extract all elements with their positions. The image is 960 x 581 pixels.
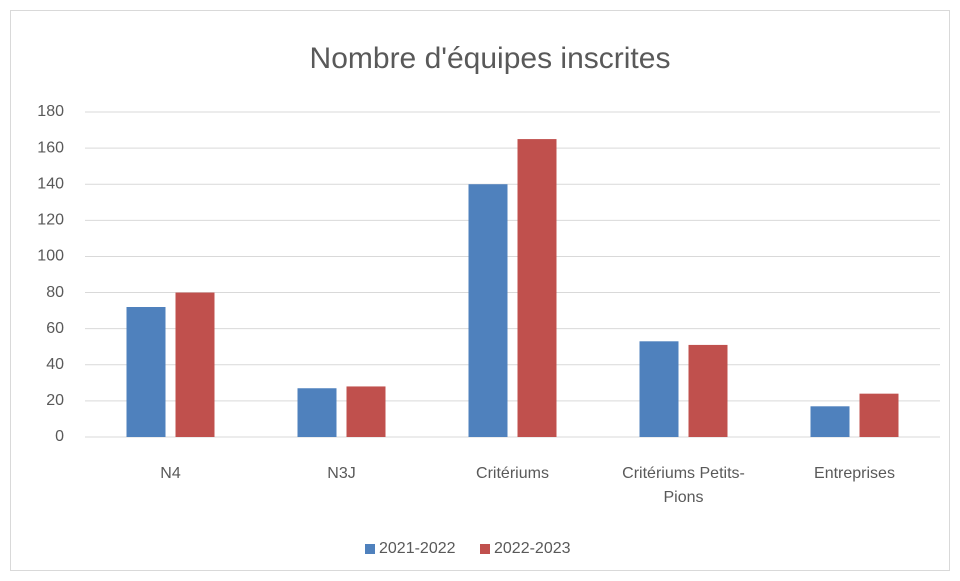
bar bbox=[346, 386, 386, 437]
y-tick-label: 60 bbox=[46, 320, 64, 337]
y-tick-label: 80 bbox=[46, 284, 64, 301]
legend-label: 2022-2023 bbox=[494, 540, 571, 557]
y-tick-label: 100 bbox=[37, 248, 64, 265]
y-tick-label: 40 bbox=[46, 356, 64, 373]
bar bbox=[175, 292, 215, 437]
x-tick-label: N3J bbox=[327, 465, 356, 482]
y-tick-label: 140 bbox=[37, 175, 64, 192]
legend-swatch bbox=[480, 544, 490, 554]
y-tick-label: 0 bbox=[55, 428, 64, 445]
bar bbox=[126, 307, 166, 437]
bar bbox=[810, 406, 850, 437]
y-tick-label: 120 bbox=[37, 212, 64, 229]
y-tick-label: 20 bbox=[46, 392, 64, 409]
bar bbox=[297, 388, 337, 437]
y-tick-label: 180 bbox=[37, 103, 64, 120]
bar bbox=[639, 341, 679, 437]
x-tick-label: N4 bbox=[160, 465, 181, 482]
bar bbox=[517, 139, 557, 438]
bar bbox=[859, 393, 899, 437]
chart-title: Nombre d'équipes inscrites bbox=[310, 42, 671, 75]
legend-label: 2021-2022 bbox=[379, 540, 456, 557]
y-tick-label: 160 bbox=[37, 139, 64, 156]
x-tick-label: Critériums Petits-Pions bbox=[622, 465, 745, 506]
legend-swatch bbox=[365, 544, 375, 554]
x-tick-label: Entreprises bbox=[814, 465, 895, 482]
x-tick-label: Critériums bbox=[476, 465, 549, 482]
bar bbox=[468, 184, 508, 437]
bar bbox=[688, 344, 728, 437]
